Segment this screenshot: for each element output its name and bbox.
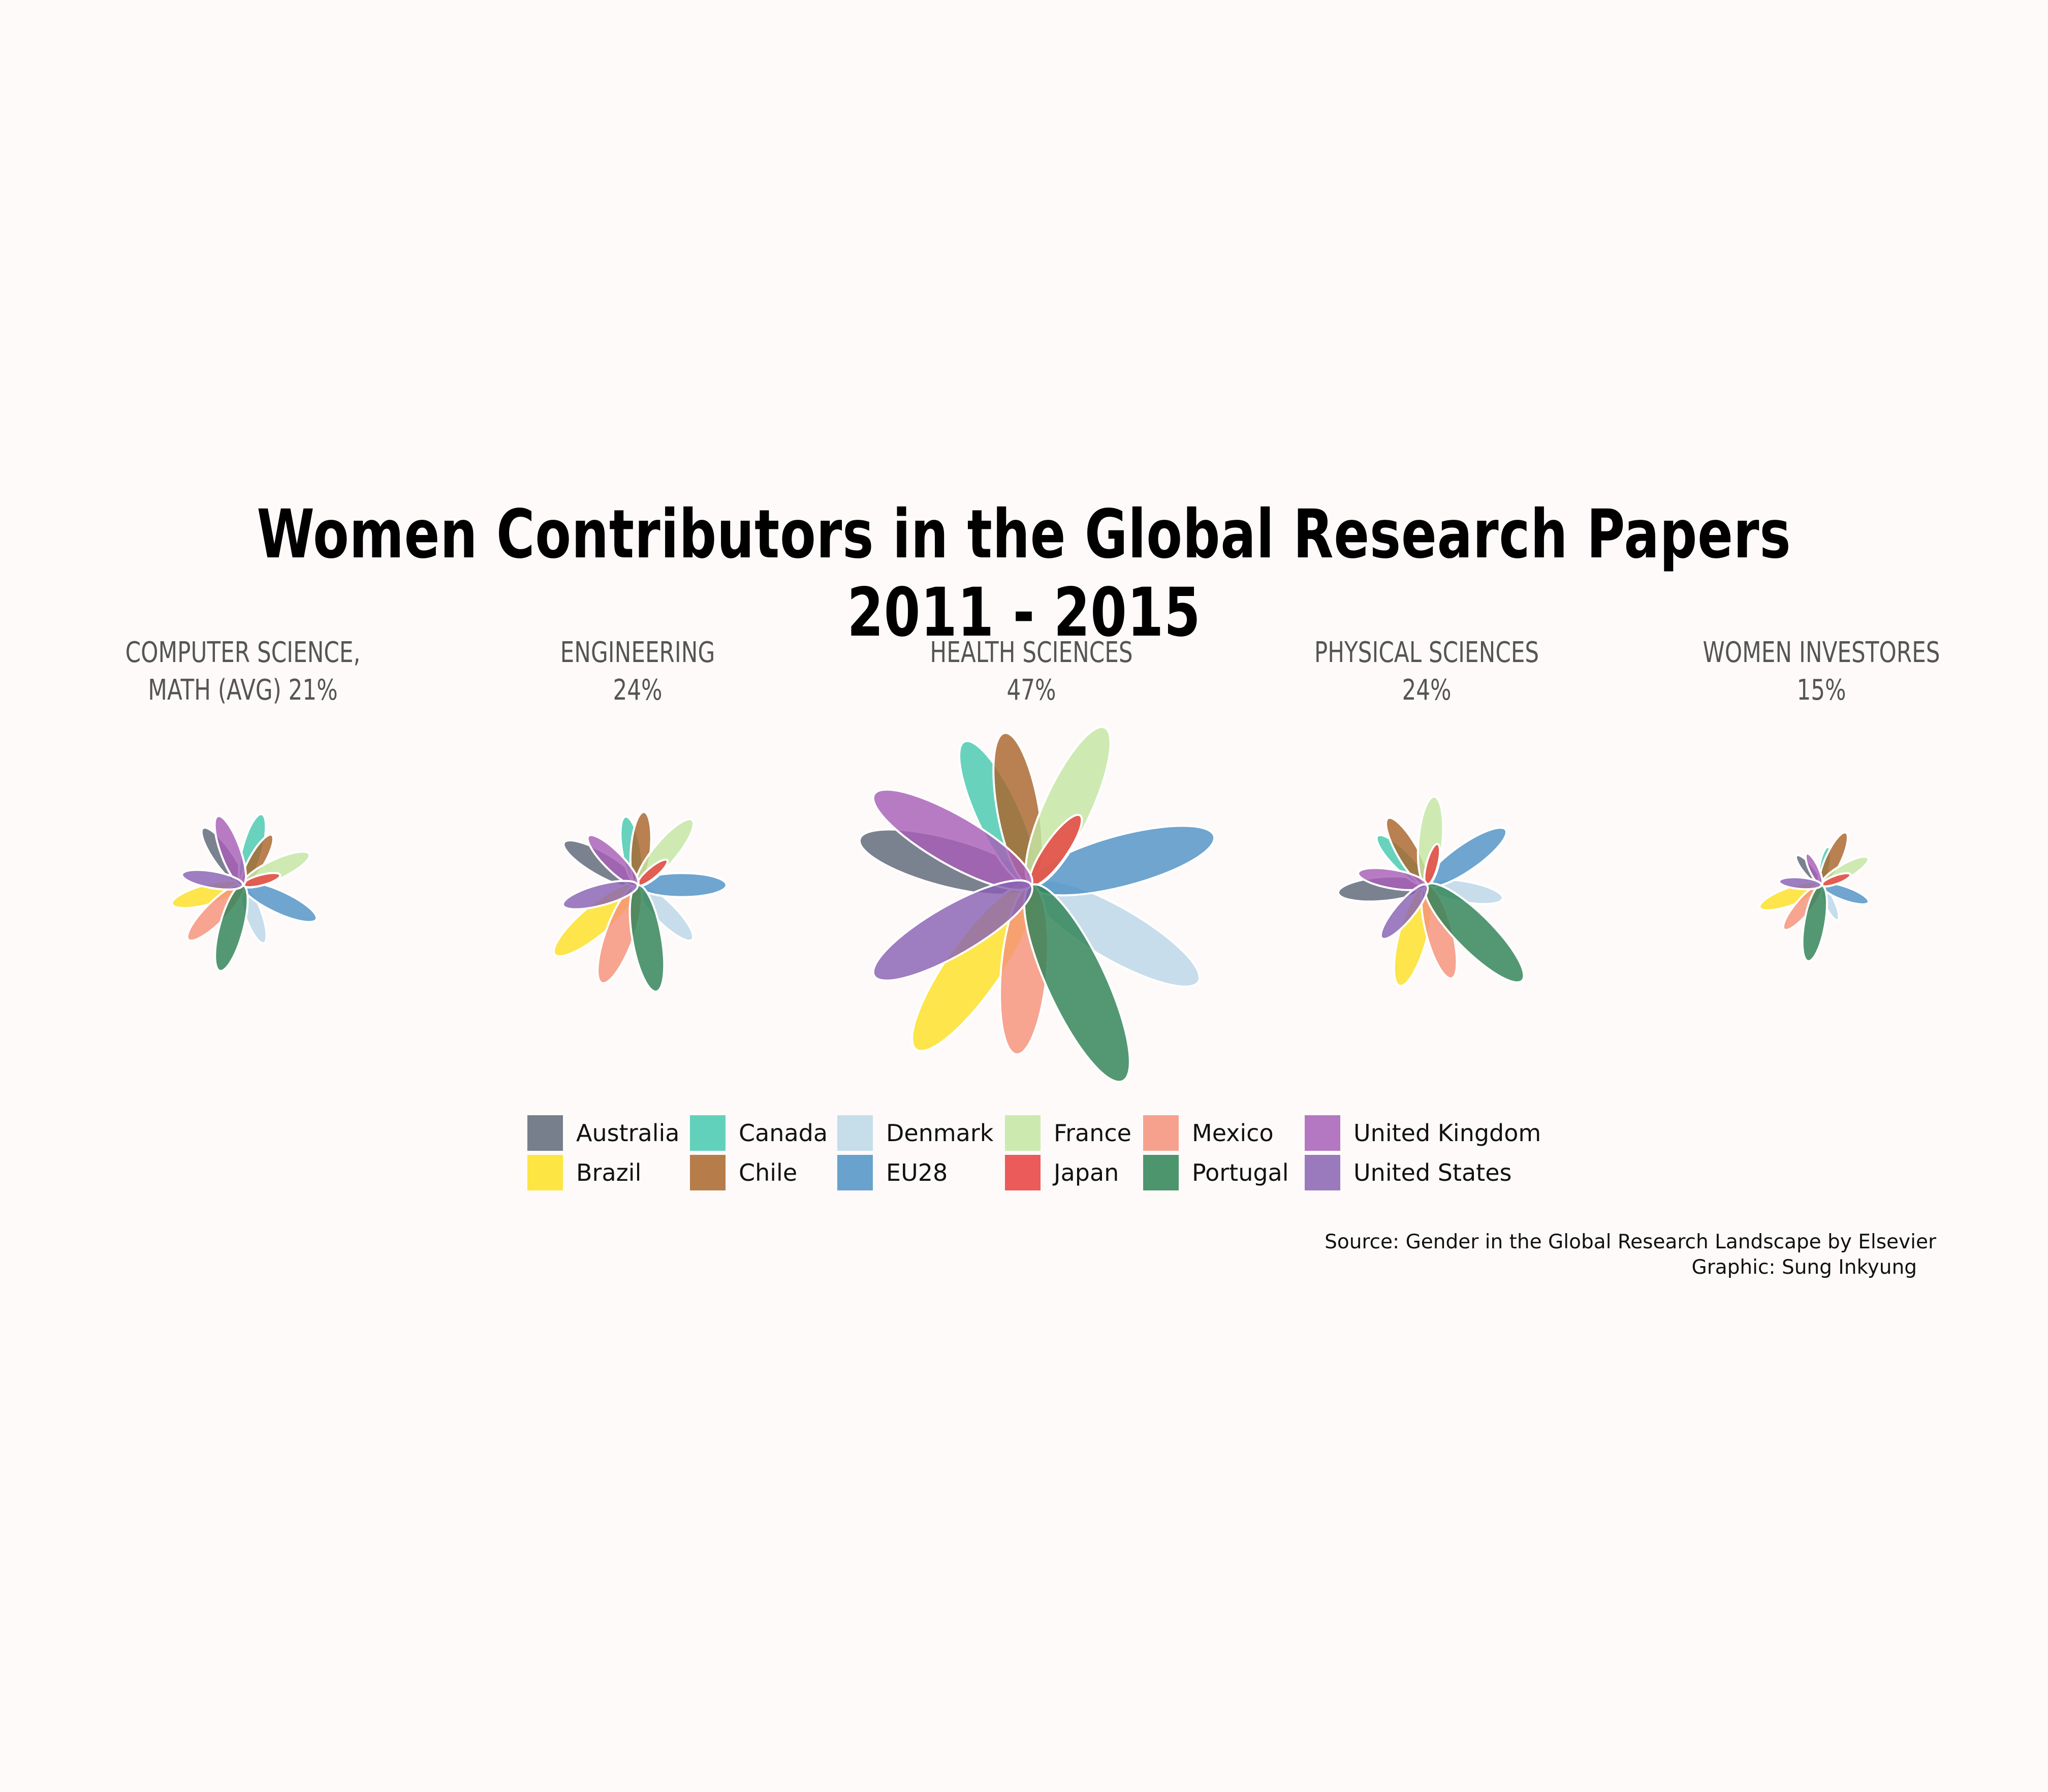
legend-label: Denmark bbox=[886, 1119, 994, 1147]
legend-label: Australia bbox=[576, 1119, 680, 1147]
flower-4 bbox=[1758, 831, 1870, 962]
legend-swatch bbox=[1143, 1115, 1179, 1151]
legend-swatch bbox=[527, 1115, 563, 1151]
flower-3 bbox=[1337, 795, 1525, 987]
legend-swatch bbox=[1143, 1155, 1179, 1190]
legend-label: Portugal bbox=[1192, 1159, 1289, 1186]
panel-title-line: COMPUTER SCIENCE, bbox=[125, 636, 361, 669]
legend-swatch bbox=[837, 1115, 873, 1151]
petal-united-states bbox=[1379, 883, 1429, 940]
flower-2 bbox=[858, 726, 1216, 1083]
legend-swatch bbox=[837, 1155, 873, 1190]
panel-title-engineering: ENGINEERING 24% bbox=[459, 634, 816, 709]
panel-title-line: PHYSICAL SCIENCES bbox=[1314, 636, 1539, 669]
flower-1 bbox=[552, 811, 728, 993]
panel-title-line: 24% bbox=[1402, 674, 1452, 707]
legend-label: Mexico bbox=[1192, 1119, 1274, 1147]
panel-title-line: 24% bbox=[613, 674, 663, 707]
panel-title-computer-science: COMPUTER SCIENCE, MATH (AVG) 21% bbox=[65, 634, 421, 709]
legend-swatch bbox=[1005, 1155, 1041, 1190]
caption: Source: Gender in the Global Research La… bbox=[1325, 1230, 1936, 1280]
legend-label: Canada bbox=[739, 1119, 828, 1147]
petal-united-states bbox=[181, 869, 244, 891]
legend-swatch bbox=[1005, 1115, 1041, 1151]
legend-label: France bbox=[1054, 1119, 1131, 1147]
petal-united-states bbox=[872, 879, 1033, 982]
chart-title: Women Contributors in the Global Researc… bbox=[257, 495, 1791, 652]
legend-label: Japan bbox=[1054, 1159, 1119, 1186]
panel-title-line: 47% bbox=[1006, 674, 1056, 707]
legend-label: Chile bbox=[739, 1159, 798, 1186]
legend-label: United Kingdom bbox=[1353, 1119, 1541, 1147]
legend-swatch bbox=[1305, 1155, 1340, 1190]
panel-title-women-investors: WOMEN INVESTORES 15% bbox=[1643, 634, 2000, 709]
legend-label: Brazil bbox=[576, 1159, 642, 1186]
panel-title-health-sciences: HEALTH SCIENCES 47% bbox=[853, 634, 1210, 709]
source-text: Source: Gender in the Global Research La… bbox=[1325, 1231, 1936, 1253]
panel-title-line: HEALTH SCIENCES bbox=[930, 636, 1133, 669]
panel-title-line: MATH (AVG) 21% bbox=[148, 674, 338, 707]
legend-swatch bbox=[527, 1155, 563, 1190]
legend-label: United States bbox=[1353, 1159, 1512, 1186]
flower-0 bbox=[171, 813, 318, 972]
legend-swatch bbox=[1305, 1115, 1340, 1151]
panel-title-line: WOMEN INVESTORES bbox=[1703, 636, 1940, 669]
panel-title-line: ENGINEERING bbox=[560, 636, 715, 669]
panel-title-physical-sciences: PHYSICAL SCIENCES 24% bbox=[1248, 634, 1605, 709]
legend-swatch bbox=[690, 1115, 726, 1151]
legend-swatch bbox=[690, 1155, 726, 1190]
petal-united-states bbox=[1778, 876, 1823, 891]
panel-title-line: 15% bbox=[1797, 674, 1846, 707]
credit-text: Graphic: Sung Inkyung bbox=[1691, 1256, 1917, 1279]
petal-united-states bbox=[561, 879, 639, 910]
legend-label: EU28 bbox=[886, 1159, 948, 1186]
